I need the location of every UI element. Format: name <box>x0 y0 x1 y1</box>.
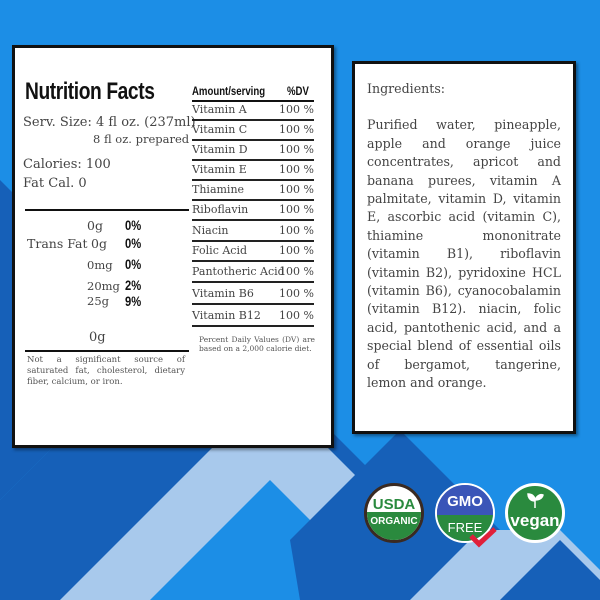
vitamin-row: Niacin 100 % <box>192 222 314 242</box>
ingredients-heading: Ingredients: <box>367 81 446 96</box>
vitamin-row: Vitamin E 100 % <box>192 161 314 181</box>
vitamin-name: Vitamin D <box>192 143 248 156</box>
divider <box>192 100 314 102</box>
vitamin-dv: 100 % <box>279 203 314 216</box>
vitamin-dv: 100 % <box>279 103 314 116</box>
vitamin-name: Vitamin B6 <box>192 287 254 300</box>
vitamin-dv: 100 % <box>279 163 314 176</box>
vitamin-dv: 100 % <box>279 309 314 322</box>
amount-header: Amount/serving <box>192 84 266 98</box>
vitamin-dv: 100 % <box>279 287 314 300</box>
vitamin-name: Vitamin B12 <box>192 309 261 322</box>
nutrient-amount: 0g <box>91 236 107 251</box>
nutrient-amount: 0g <box>87 218 103 233</box>
vegan-badge: vegan <box>505 483 565 543</box>
vitamin-name: Riboflavin <box>192 203 249 216</box>
vitamin-name: Vitamin A <box>192 103 247 116</box>
usda-organic-badge: USDA ORGANIC <box>364 483 424 543</box>
vitamin-dv: 100 % <box>279 265 314 278</box>
nutrient-dv: 9% <box>125 293 142 309</box>
free-text: FREE <box>437 515 493 541</box>
leaf-icon <box>527 493 544 508</box>
ingredients-panel: Ingredients: Purified water, pineapple, … <box>352 61 576 434</box>
nutrient-label: Trans Fat <box>27 236 88 251</box>
vitamin-dv: 100 % <box>279 183 314 196</box>
vitamin-row: Vitamin D 100 % <box>192 141 314 161</box>
dv-header: %DV <box>287 84 309 98</box>
nutrition-title: Nutrition Facts <box>25 78 155 105</box>
vitamin-row: Vitamin B12 100 % <box>192 307 314 327</box>
checkmark-icon <box>469 527 497 548</box>
vitamin-name: Vitamin E <box>192 163 247 176</box>
vitamin-dv: 100 % <box>279 123 314 136</box>
nutrient-dv: 0% <box>125 256 142 272</box>
vitamin-dv: 100 % <box>279 143 314 156</box>
ingredients-text: Purified water, pineapple, apple and ora… <box>367 117 561 391</box>
serving-size: Serv. Size: 4 fl oz. (237ml) <box>23 115 196 130</box>
prepared-size: 8 fl oz. prepared <box>93 132 190 146</box>
vitamin-row: Folic Acid 100 % <box>192 242 314 262</box>
vitamin-row: Vitamin C 100 % <box>192 121 314 141</box>
vitamin-dv: 100 % <box>279 244 314 257</box>
vegan-text: vegan <box>510 511 560 530</box>
vitamin-row: Thiamine 100 % <box>192 181 314 201</box>
nutrient-dv: 0% <box>125 235 142 251</box>
vitamin-name: Niacin <box>192 224 229 237</box>
fat-calories: Fat Cal. 0 <box>23 176 87 191</box>
vitamin-name: Pantotheric Acid <box>192 265 285 278</box>
dv-note: Percent Daily Values (DV) are based on a… <box>199 335 315 353</box>
gmo-free-badge: GMO FREE <box>435 483 495 543</box>
nutrient-dv: 2% <box>125 277 142 293</box>
nutrient-dv: 0% <box>125 217 142 233</box>
divider <box>25 209 189 211</box>
divider <box>25 350 189 352</box>
organic-text: ORGANIC <box>367 512 421 540</box>
vitamin-name: Thiamine <box>192 183 245 196</box>
usda-text: USDA <box>372 496 416 513</box>
gmo-text: GMO <box>437 485 493 515</box>
vitamin-row: Vitamin B6 100 % <box>192 285 314 305</box>
vitamin-row: Pantotheric Acid 100 % <box>192 263 314 283</box>
vitamin-row: Riboflavin 100 % <box>192 201 314 221</box>
nutrient-amount: 25g <box>87 294 109 308</box>
vitamin-dv: 100 % <box>279 224 314 237</box>
footnote: Not a significant source of saturated fa… <box>27 355 185 387</box>
nutrient-amount: 20mg <box>87 279 120 293</box>
nutrient-amount: 0mg <box>87 258 113 272</box>
vitamin-name: Folic Acid <box>192 244 248 257</box>
vitamin-name: Vitamin C <box>192 123 248 136</box>
vitamin-row: Vitamin A 100 % <box>192 101 314 121</box>
calories: Calories: 100 <box>23 157 111 172</box>
nutrition-facts-panel: Nutrition Facts Serv. Size: 4 fl oz. (23… <box>12 45 334 448</box>
nutrient-amount: 0g <box>89 330 106 345</box>
